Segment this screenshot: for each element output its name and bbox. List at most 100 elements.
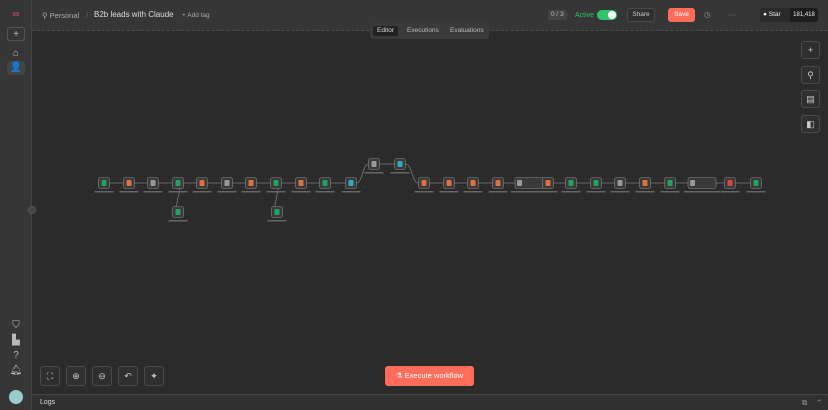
templates-icon[interactable]: ⛉	[12, 320, 20, 331]
active-label: Active	[575, 12, 595, 19]
code-icon	[126, 180, 132, 186]
n8n-logo-icon[interactable]: ∞	[12, 9, 20, 20]
code-icon	[495, 180, 501, 186]
search-icon[interactable]: ⚲	[801, 66, 820, 84]
node-label	[315, 191, 335, 193]
node-label	[414, 191, 434, 193]
node-label	[635, 191, 655, 193]
history-icon[interactable]: ◷	[704, 10, 711, 19]
code-icon	[421, 180, 427, 186]
github-star-button[interactable]: ● Star 181,418	[760, 8, 818, 22]
sheet-icon	[753, 180, 759, 186]
node-label	[746, 191, 766, 193]
logs-panel[interactable]: Logs ⧉ ⌃	[32, 394, 828, 410]
zoom-in-icon[interactable]: ⊕	[66, 366, 86, 386]
connection	[356, 163, 369, 184]
node-label	[511, 191, 549, 193]
avatar[interactable]	[9, 390, 23, 404]
breadcrumb-separator: /	[86, 11, 89, 20]
ai-icon	[690, 180, 695, 186]
add-node-button[interactable]: +	[801, 41, 820, 59]
http-icon	[617, 180, 623, 186]
insights-icon[interactable]: ▙	[12, 335, 20, 346]
github-count: 181,418	[790, 8, 818, 22]
gmail-icon	[727, 180, 733, 186]
node-label	[586, 191, 606, 193]
node-label	[119, 191, 139, 193]
node-label	[439, 191, 459, 193]
connection	[405, 163, 419, 184]
user-icon[interactable]: 👤	[7, 61, 25, 75]
http-icon	[150, 180, 156, 186]
sheet-branch-icon	[175, 180, 181, 186]
breadcrumb-project[interactable]: ⚲ Personal	[42, 11, 80, 20]
node-label	[660, 191, 680, 193]
tab-editor[interactable]: Editor	[373, 26, 398, 36]
node-label	[168, 191, 188, 193]
tab-executions[interactable]: Executions	[407, 27, 439, 34]
node-label	[217, 191, 237, 193]
sheet-branch-icon	[273, 180, 279, 186]
code-icon	[470, 180, 476, 186]
sidebar-collapse-icon[interactable]	[28, 206, 36, 214]
code-icon	[248, 180, 254, 186]
zoom-out-icon[interactable]: ⊖	[92, 366, 112, 386]
node-label	[610, 191, 630, 193]
sheet-icon	[101, 180, 107, 186]
fit-view-icon[interactable]: ⛶	[40, 366, 60, 386]
bell-icon[interactable]: 🔔︎	[9, 365, 23, 376]
active-toggle[interactable]	[597, 10, 617, 20]
node-label	[538, 191, 558, 193]
node-label	[143, 191, 163, 193]
help-icon[interactable]: ?	[13, 350, 19, 361]
node-label	[684, 191, 720, 193]
node-label	[561, 191, 581, 193]
tab-evaluations[interactable]: Evaluations	[450, 27, 484, 34]
chevron-up-icon[interactable]: ⌃	[816, 398, 823, 407]
popout-icon[interactable]: ⧉	[802, 398, 808, 407]
sheet-icon	[568, 180, 574, 186]
doc-icon	[397, 161, 403, 167]
add-icon[interactable]: +	[7, 27, 25, 41]
share-button[interactable]: Share	[627, 8, 655, 22]
execute-workflow-button[interactable]: ⚗ Execute workflow	[385, 366, 474, 386]
workflow-canvas[interactable]	[32, 31, 828, 394]
node-label	[720, 191, 740, 193]
sheet-icon	[667, 180, 673, 186]
code-icon	[642, 180, 648, 186]
workflow-node[interactable]	[687, 177, 717, 189]
node-label	[192, 191, 212, 193]
sheet-icon	[322, 180, 328, 186]
ai-icon	[517, 180, 522, 186]
tidy-up-icon[interactable]: ✦	[144, 366, 164, 386]
node-label	[463, 191, 483, 193]
save-button[interactable]: Save	[668, 8, 695, 22]
node-label	[390, 172, 410, 174]
sidebar: ∞ + ⌂ 👤 ⛉ ▙ ? 🔔︎	[0, 0, 32, 410]
project-name: Personal	[49, 11, 80, 20]
code-icon	[545, 180, 551, 186]
node-label	[341, 191, 361, 193]
counter-badge: 0 / 3	[548, 10, 567, 20]
panel-toggle-icon[interactable]: ◧	[801, 115, 820, 133]
home-icon[interactable]: ⌂	[12, 48, 20, 59]
node-label	[266, 191, 286, 193]
node-label	[364, 172, 384, 174]
github-star-label: ● Star	[763, 11, 781, 18]
node-label	[267, 220, 287, 222]
view-tabs: Editor Executions Evaluations	[370, 23, 489, 39]
code-icon	[446, 180, 452, 186]
loop-icon	[224, 180, 230, 186]
workflow-title[interactable]: B2b leads with Claude	[94, 10, 174, 19]
more-icon[interactable]: ···	[728, 10, 736, 19]
sheet-icon	[274, 209, 280, 215]
node-label	[241, 191, 261, 193]
node-label	[94, 191, 114, 193]
node-label	[291, 191, 311, 193]
add-tag-button[interactable]: + Add tag	[182, 12, 210, 19]
code-icon	[199, 180, 205, 186]
http-icon	[371, 161, 377, 167]
undo-icon[interactable]: ↶	[118, 366, 138, 386]
sticky-note-icon[interactable]: ▤	[801, 90, 820, 108]
